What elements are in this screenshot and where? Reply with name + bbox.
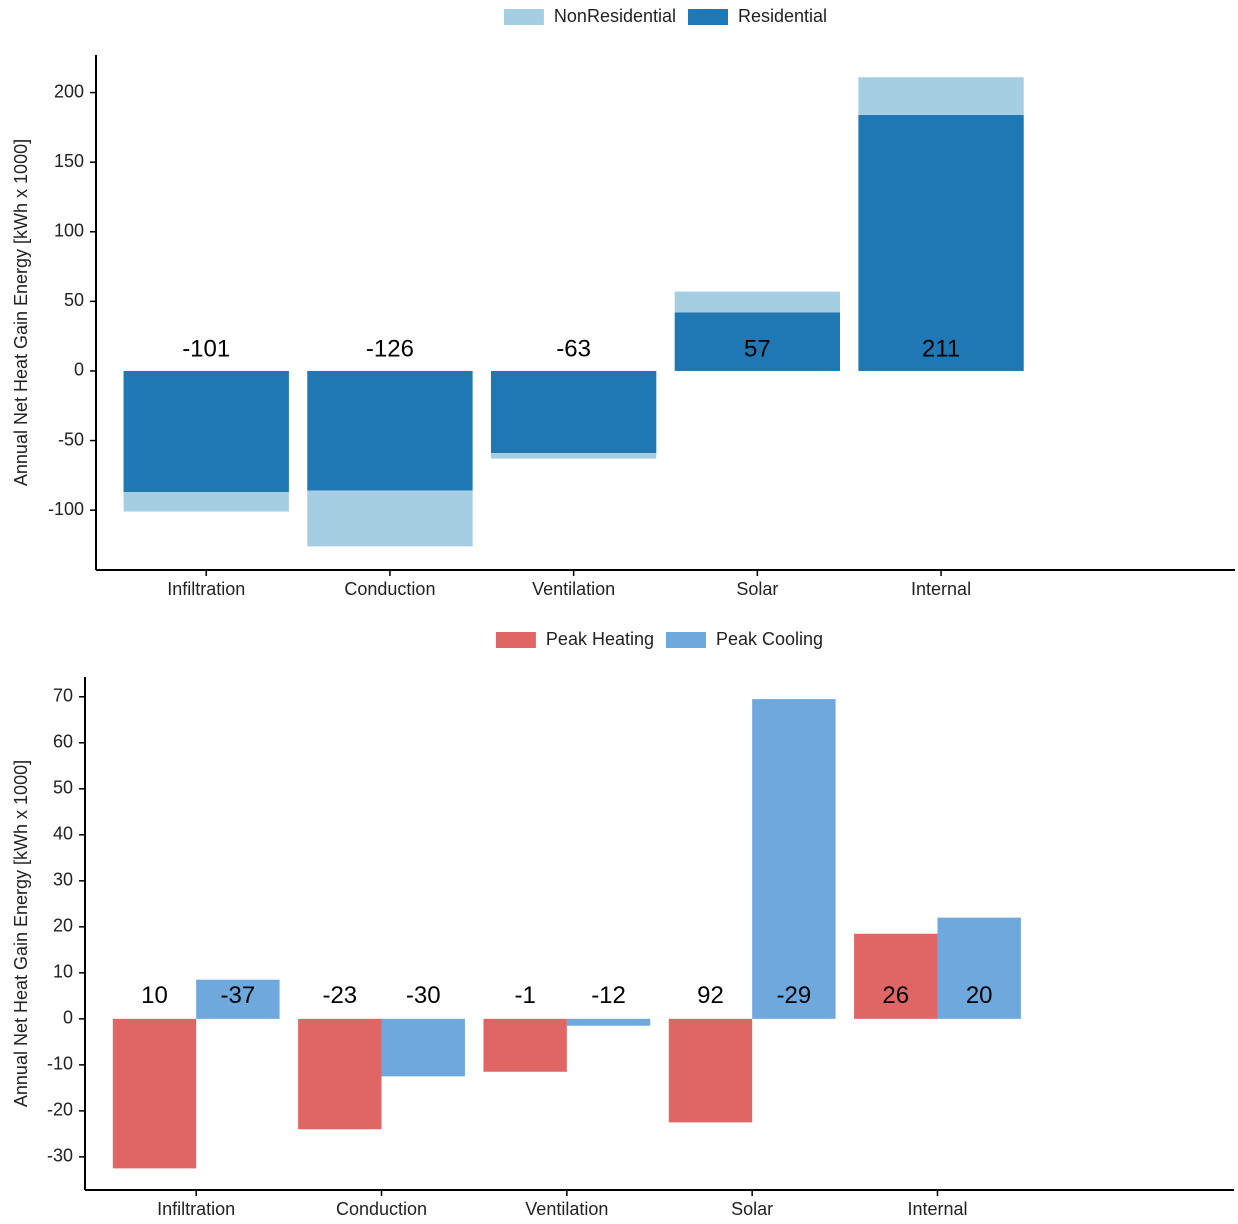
x-tick-label: Internal xyxy=(911,579,971,599)
bar-annotation: 26 xyxy=(882,982,909,1009)
y-tick-label: 0 xyxy=(74,360,84,380)
y-tick-label: 50 xyxy=(64,290,84,310)
bar-annotation: -37 xyxy=(221,982,256,1009)
x-tick-label: Ventilation xyxy=(532,579,615,599)
bar xyxy=(752,699,836,1019)
y-tick-label: -30 xyxy=(47,1146,73,1166)
y-tick-label: -10 xyxy=(47,1054,73,1074)
bar-segment xyxy=(858,77,1024,115)
bar-segment xyxy=(307,490,473,547)
y-tick-label: 30 xyxy=(53,870,73,890)
bar-segment xyxy=(123,492,289,512)
legend-key xyxy=(503,9,544,25)
legend-key xyxy=(666,632,706,648)
y-tick-label: 10 xyxy=(53,962,73,982)
x-tick-label: Solar xyxy=(736,579,778,599)
x-tick-label: Conduction xyxy=(344,579,435,599)
legend-label: Peak Cooling xyxy=(716,629,823,649)
bar-segment xyxy=(858,114,1024,371)
legend-key xyxy=(688,9,729,25)
x-tick-label: Conduction xyxy=(336,1199,427,1219)
y-axis-title: Annual Net Heat Gain Energy [kWh x 1000] xyxy=(11,760,31,1107)
bar-segment xyxy=(674,291,841,313)
y-tick-label: 150 xyxy=(54,151,84,171)
y-tick-label: 20 xyxy=(53,916,73,936)
y-axis-title: Annual Net Heat Gain Energy [kWh x 1000] xyxy=(11,139,31,486)
y-tick-label: 100 xyxy=(54,221,84,241)
bar-annotation: -23 xyxy=(322,982,357,1009)
bar xyxy=(566,1018,651,1026)
y-tick-label: 50 xyxy=(53,778,73,798)
bar-annotation: -12 xyxy=(591,982,626,1009)
bar-segment xyxy=(490,370,657,454)
total-label: -126 xyxy=(366,335,414,362)
x-tick-label: Infiltration xyxy=(157,1199,235,1219)
bar xyxy=(298,1018,382,1130)
y-tick-label: -20 xyxy=(47,1100,73,1120)
y-tick-label: 0 xyxy=(63,1008,73,1028)
total-label: -101 xyxy=(182,335,230,362)
bar-annotation: 92 xyxy=(697,982,724,1009)
bar-segment xyxy=(490,453,657,459)
y-tick-label: 70 xyxy=(53,686,73,706)
bar-annotation: -30 xyxy=(406,982,441,1009)
y-tick-label: 40 xyxy=(53,824,73,844)
bar xyxy=(668,1018,753,1123)
bar-annotation: 10 xyxy=(141,982,168,1009)
legend-label: Peak Heating xyxy=(546,629,654,649)
bar-annotation: 20 xyxy=(966,982,993,1009)
bar xyxy=(483,1018,567,1072)
bar xyxy=(112,1018,197,1169)
bar xyxy=(196,979,280,1019)
x-tick-label: Solar xyxy=(731,1199,773,1219)
legend-label: NonResidential xyxy=(554,6,676,26)
x-tick-label: Ventilation xyxy=(525,1199,608,1219)
legend-key xyxy=(495,632,536,648)
y-tick-label: 60 xyxy=(53,732,73,752)
bar-annotation: -29 xyxy=(777,982,812,1009)
total-label: 211 xyxy=(922,335,960,362)
total-label: -63 xyxy=(556,335,591,362)
bar-annotation: -1 xyxy=(514,982,535,1009)
y-tick-label: 200 xyxy=(54,81,84,101)
bar-segment xyxy=(307,370,473,491)
bar-segment xyxy=(123,370,289,493)
bar xyxy=(937,917,1021,1019)
bar-segment xyxy=(674,312,841,371)
x-tick-label: Internal xyxy=(907,1199,967,1219)
bar xyxy=(854,933,938,1019)
y-tick-label: -50 xyxy=(58,429,84,449)
bar xyxy=(381,1018,465,1077)
total-label: 57 xyxy=(744,335,771,362)
x-tick-label: Infiltration xyxy=(167,579,245,599)
y-tick-label: -100 xyxy=(48,499,84,519)
legend-label: Residential xyxy=(738,6,827,26)
